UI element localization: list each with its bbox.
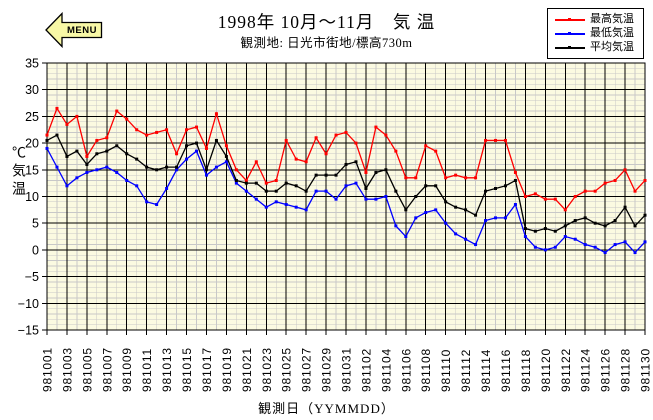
x-tick-label: 981104 [379, 348, 393, 392]
x-tick-label: 981122 [559, 348, 573, 392]
y-tick-label: 15 [25, 163, 39, 177]
y-tick-label: 25 [25, 110, 39, 124]
x-tick-label: 981023 [260, 347, 274, 392]
legend-label-max-temp: 最高気温 [590, 13, 634, 25]
y-tick-label: −10 [18, 297, 39, 311]
legend-line-min-temp [555, 31, 585, 35]
page-title: 1998年 10月～11月 気 温 [217, 12, 436, 32]
x-tick-label: 981005 [80, 347, 94, 392]
y-tick-label: 10 [25, 190, 39, 204]
y-tick-label: 0 [32, 243, 39, 257]
legend-item-min-temp: 最低気温 [555, 27, 634, 40]
x-tick-label: 981106 [399, 348, 413, 392]
x-tick-label: 981021 [240, 347, 254, 392]
legend-item-max-temp: 最高気温 [555, 13, 634, 26]
y-tick-label: 5 [32, 217, 39, 231]
x-tick-label: 981011 [140, 348, 154, 392]
menu-arrow-icon [45, 12, 103, 48]
x-tick-label: 981007 [100, 347, 114, 392]
legend: 最高気温 最低気温 平均気温 [547, 8, 644, 59]
x-tick-label: 981116 [499, 349, 513, 392]
x-tick-label: 981025 [280, 347, 294, 392]
x-axis-title: 観測日（YYMMDD） [258, 401, 395, 416]
legend-line-max-temp [555, 17, 585, 21]
x-tick-label: 981027 [300, 347, 314, 392]
page-subtitle: 観測地: 日光市街地/標高730m [240, 36, 413, 50]
x-tick-label: 981126 [599, 348, 613, 392]
menu-button[interactable]: MENU [45, 12, 103, 48]
x-tick-label: 981114 [479, 349, 493, 392]
x-tick-label: 981015 [180, 347, 194, 392]
y-axis-unit-label: ℃気温 [10, 145, 25, 199]
x-tick-label: 981013 [160, 347, 174, 392]
x-tick-label: 981001 [41, 347, 55, 392]
x-tick-label: 981120 [539, 348, 553, 392]
legend-label-min-temp: 最低気温 [590, 27, 634, 39]
x-tick-label: 981019 [220, 347, 234, 392]
x-tick-label: 981102 [359, 348, 373, 392]
x-tick-label: 981108 [419, 348, 433, 392]
y-tick-label: −15 [18, 324, 39, 338]
legend-line-avg-temp [555, 45, 585, 49]
legend-marker-avg-temp [568, 45, 571, 49]
y-tick-label: 35 [25, 57, 39, 71]
x-tick-label: 981029 [320, 347, 334, 392]
x-tick-label: 981017 [200, 347, 214, 392]
menu-label: MENU [67, 24, 97, 36]
y-tick-label: 30 [25, 83, 39, 97]
x-tick-label: 981003 [60, 347, 74, 392]
y-tick-label: 20 [25, 137, 39, 151]
y-tick-label: −5 [25, 270, 39, 284]
legend-label-avg-temp: 平均気温 [590, 41, 634, 53]
legend-item-avg-temp: 平均気温 [555, 41, 634, 54]
x-tick-label: 981112 [459, 349, 473, 392]
x-tick-label: 981031 [340, 347, 354, 392]
x-tick-label: 981128 [619, 348, 633, 392]
x-tick-label: 981118 [519, 349, 533, 392]
x-tick-label: 981130 [639, 348, 653, 392]
x-tick-label: 981110 [439, 349, 453, 392]
x-tick-label: 981124 [579, 348, 593, 392]
legend-marker-min-temp [568, 31, 571, 35]
legend-marker-max-temp [568, 17, 571, 21]
x-tick-label: 981009 [120, 347, 134, 392]
